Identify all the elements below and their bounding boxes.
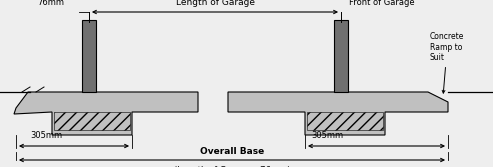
Text: (Length of Garage +76mm): (Length of Garage +76mm) [174, 166, 290, 167]
Polygon shape [82, 20, 96, 92]
Text: Concrete
Ramp to
Suit: Concrete Ramp to Suit [430, 32, 464, 93]
Text: Length of Garage: Length of Garage [176, 0, 254, 7]
Polygon shape [54, 112, 130, 130]
Polygon shape [334, 20, 348, 92]
Polygon shape [14, 92, 198, 135]
Polygon shape [307, 112, 383, 130]
Polygon shape [228, 92, 448, 135]
Text: 305mm: 305mm [311, 131, 343, 140]
Text: 305mm: 305mm [30, 131, 62, 140]
Text: 76mm: 76mm [37, 0, 64, 7]
Text: Overall Base: Overall Base [200, 147, 264, 156]
Text: Front of Garage: Front of Garage [349, 0, 415, 7]
